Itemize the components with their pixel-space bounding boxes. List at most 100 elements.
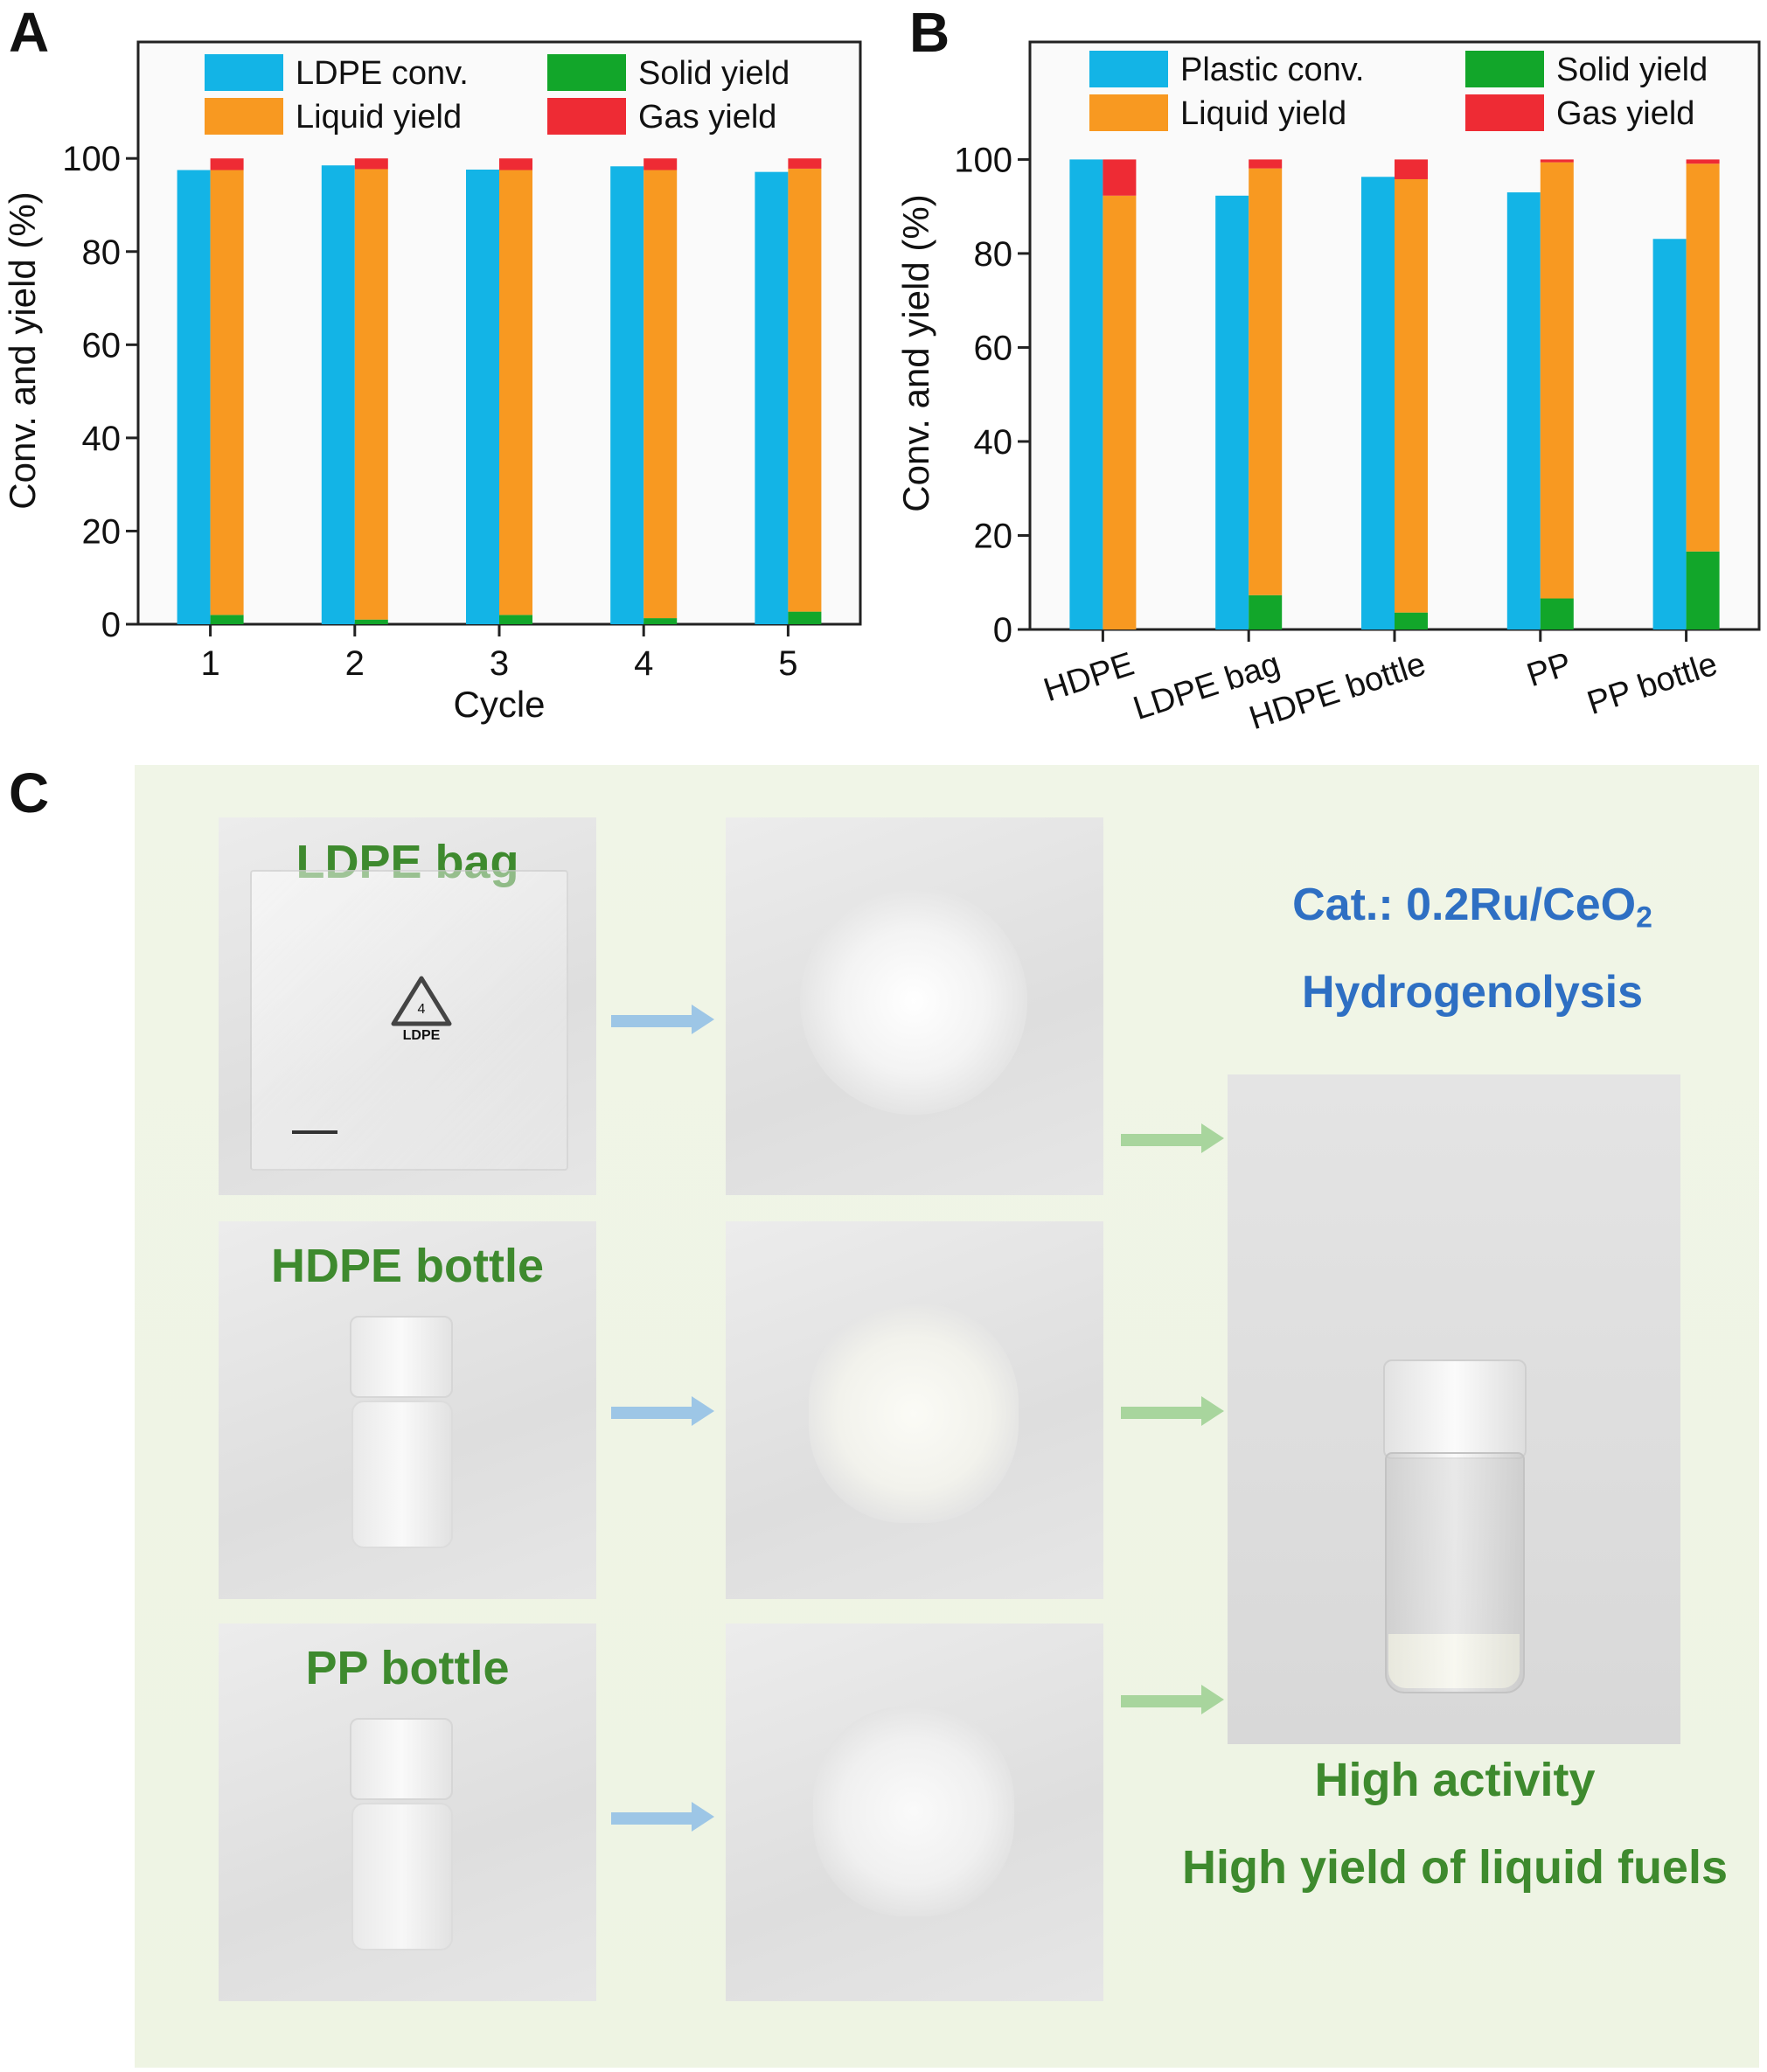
legend-swatch bbox=[1089, 51, 1168, 87]
catalyst-subscript: 2 bbox=[1636, 900, 1652, 935]
chart-a: 0 20 40 60 80 100 Conv. and yield (%) 1 2 3 4 5 Cycl… bbox=[2, 40, 862, 725]
x-tick-label: 1 bbox=[200, 644, 219, 683]
legend-label: Solid yield bbox=[1556, 52, 1708, 88]
liquid-yield-bar bbox=[1686, 163, 1720, 552]
solid-yield-bar bbox=[354, 619, 388, 624]
legend-swatch bbox=[1089, 94, 1168, 131]
catalyst-text: Cat.: 0.2Ru/CeO2 bbox=[1210, 879, 1735, 935]
x-axis-title: Cycle bbox=[453, 684, 545, 725]
x-tick-label: PP bottle bbox=[1583, 646, 1722, 722]
legend-label: Liquid yield bbox=[1180, 95, 1346, 132]
panel-c-workflow: LDPE bag 4 LDPE HDPE bottle PP bottle bbox=[135, 765, 1759, 2068]
pp-bottle-label: PP bottle bbox=[305, 1642, 510, 1694]
gas-yield-bar bbox=[643, 158, 678, 170]
gas-yield-bar bbox=[1249, 159, 1283, 169]
recycle-number: 4 bbox=[418, 1002, 426, 1017]
gas-yield-bar bbox=[1103, 159, 1137, 196]
legend-swatch bbox=[547, 98, 626, 135]
liquid-yield-bar bbox=[643, 170, 678, 619]
ldpe-bag-photo: LDPE bag 4 LDPE bbox=[219, 817, 596, 1195]
solid-yield-bar bbox=[643, 618, 678, 624]
panel-label-b: B bbox=[909, 1, 950, 64]
gas-yield-bar bbox=[210, 158, 244, 170]
y-tick-label: 100 bbox=[954, 141, 1012, 179]
solid-yield-bar bbox=[1540, 598, 1574, 629]
arrow-pp-to-product bbox=[1121, 1685, 1224, 1714]
result-high-liquid-yield: High yield of liquid fuels bbox=[1181, 1841, 1728, 1894]
y-tick-label: 80 bbox=[82, 233, 122, 272]
arrow-ldpe-to-product bbox=[1121, 1123, 1224, 1153]
y-tick-label: 20 bbox=[82, 512, 122, 551]
solid-yield-bar bbox=[1249, 594, 1283, 629]
legend-label: Liquid yield bbox=[296, 99, 462, 136]
hdpe-bottle-label: HDPE bottle bbox=[270, 1240, 544, 1292]
y-tick-label: 80 bbox=[974, 235, 1013, 274]
conversion-bar bbox=[177, 170, 211, 624]
catalyst-name: Cat.: 0.2Ru/CeO bbox=[1292, 880, 1637, 930]
gas-yield-bar bbox=[1540, 159, 1574, 163]
process-text: Hydrogenolysis bbox=[1301, 967, 1644, 1018]
liquid-yield-bar bbox=[210, 170, 244, 615]
y-tick-label: 0 bbox=[101, 606, 121, 644]
liquid-yield-bar bbox=[788, 168, 822, 612]
y-axis-title: Conv. and yield (%) bbox=[2, 191, 43, 509]
legend-swatch bbox=[547, 54, 626, 91]
gas-yield-bar bbox=[1395, 159, 1428, 179]
legend-swatch bbox=[205, 98, 283, 135]
recycle-code: LDPE bbox=[403, 1028, 441, 1043]
ldpe-pieces-photo bbox=[726, 817, 1103, 1195]
gas-yield-bar bbox=[499, 158, 532, 170]
conversion-bar bbox=[755, 171, 789, 625]
panel-label-c: C bbox=[9, 761, 50, 824]
x-tick-label: 5 bbox=[778, 644, 797, 683]
gas-yield-bar bbox=[1686, 159, 1720, 164]
legend-label: Plastic conv. bbox=[1180, 52, 1364, 88]
legend-label: Gas yield bbox=[638, 99, 776, 136]
liquid-yield-bar bbox=[1249, 168, 1283, 595]
solid-yield-bar bbox=[210, 615, 244, 624]
arrow-to-pp-pieces bbox=[611, 1802, 714, 1832]
hdpe-pieces-pile bbox=[809, 1304, 1019, 1523]
solid-yield-bar bbox=[788, 611, 822, 624]
conversion-bar bbox=[321, 165, 355, 624]
arrow-to-ldpe-pieces bbox=[611, 1005, 714, 1034]
liquid-yield-bar bbox=[1395, 178, 1428, 613]
y-tick-label: 0 bbox=[993, 611, 1012, 650]
conversion-bar bbox=[1652, 239, 1687, 629]
bottle-cap bbox=[350, 1316, 453, 1398]
y-tick-label: 40 bbox=[974, 423, 1013, 462]
conversion-bar bbox=[1069, 159, 1103, 629]
liquid-yield-bar bbox=[1540, 162, 1574, 599]
conversion-bar bbox=[610, 166, 644, 625]
plastic-bag-sheet bbox=[250, 870, 568, 1171]
arrow-to-hdpe-pieces bbox=[611, 1396, 714, 1426]
y-tick-label: 60 bbox=[974, 329, 1013, 367]
legend-label: Solid yield bbox=[638, 55, 790, 92]
legend-label: LDPE conv. bbox=[296, 55, 469, 92]
x-tick-label: HDPE bbox=[1040, 646, 1138, 710]
solid-yield-bar bbox=[499, 615, 532, 624]
gas-yield-bar bbox=[354, 158, 388, 170]
y-axis-title: Conv. and yield (%) bbox=[895, 194, 936, 511]
conversion-bar bbox=[1506, 192, 1541, 630]
liquid-product-photo bbox=[1228, 1074, 1680, 1744]
hdpe-bottle-photo: HDPE bottle bbox=[219, 1221, 596, 1599]
bottle-cap bbox=[350, 1718, 453, 1800]
vial-cap bbox=[1383, 1359, 1527, 1459]
y-tick-label: 100 bbox=[62, 140, 121, 178]
vial-liquid bbox=[1388, 1634, 1520, 1688]
panel-label-a: A bbox=[9, 1, 50, 64]
conversion-bar bbox=[466, 169, 499, 625]
x-tick-label: 2 bbox=[345, 644, 365, 683]
recycle-symbol-icon: 4 LDPE bbox=[391, 976, 452, 1043]
gas-yield-bar bbox=[788, 158, 822, 169]
scale-bar bbox=[292, 1130, 337, 1134]
liquid-yield-bar bbox=[354, 169, 388, 620]
legend-label: Gas yield bbox=[1556, 95, 1694, 132]
bottle-body bbox=[351, 1803, 453, 1950]
liquid-yield-bar bbox=[499, 170, 532, 615]
x-tick-label: 4 bbox=[634, 644, 653, 683]
legend-swatch bbox=[205, 54, 283, 91]
pp-bottle-photo: PP bottle bbox=[219, 1624, 596, 2001]
